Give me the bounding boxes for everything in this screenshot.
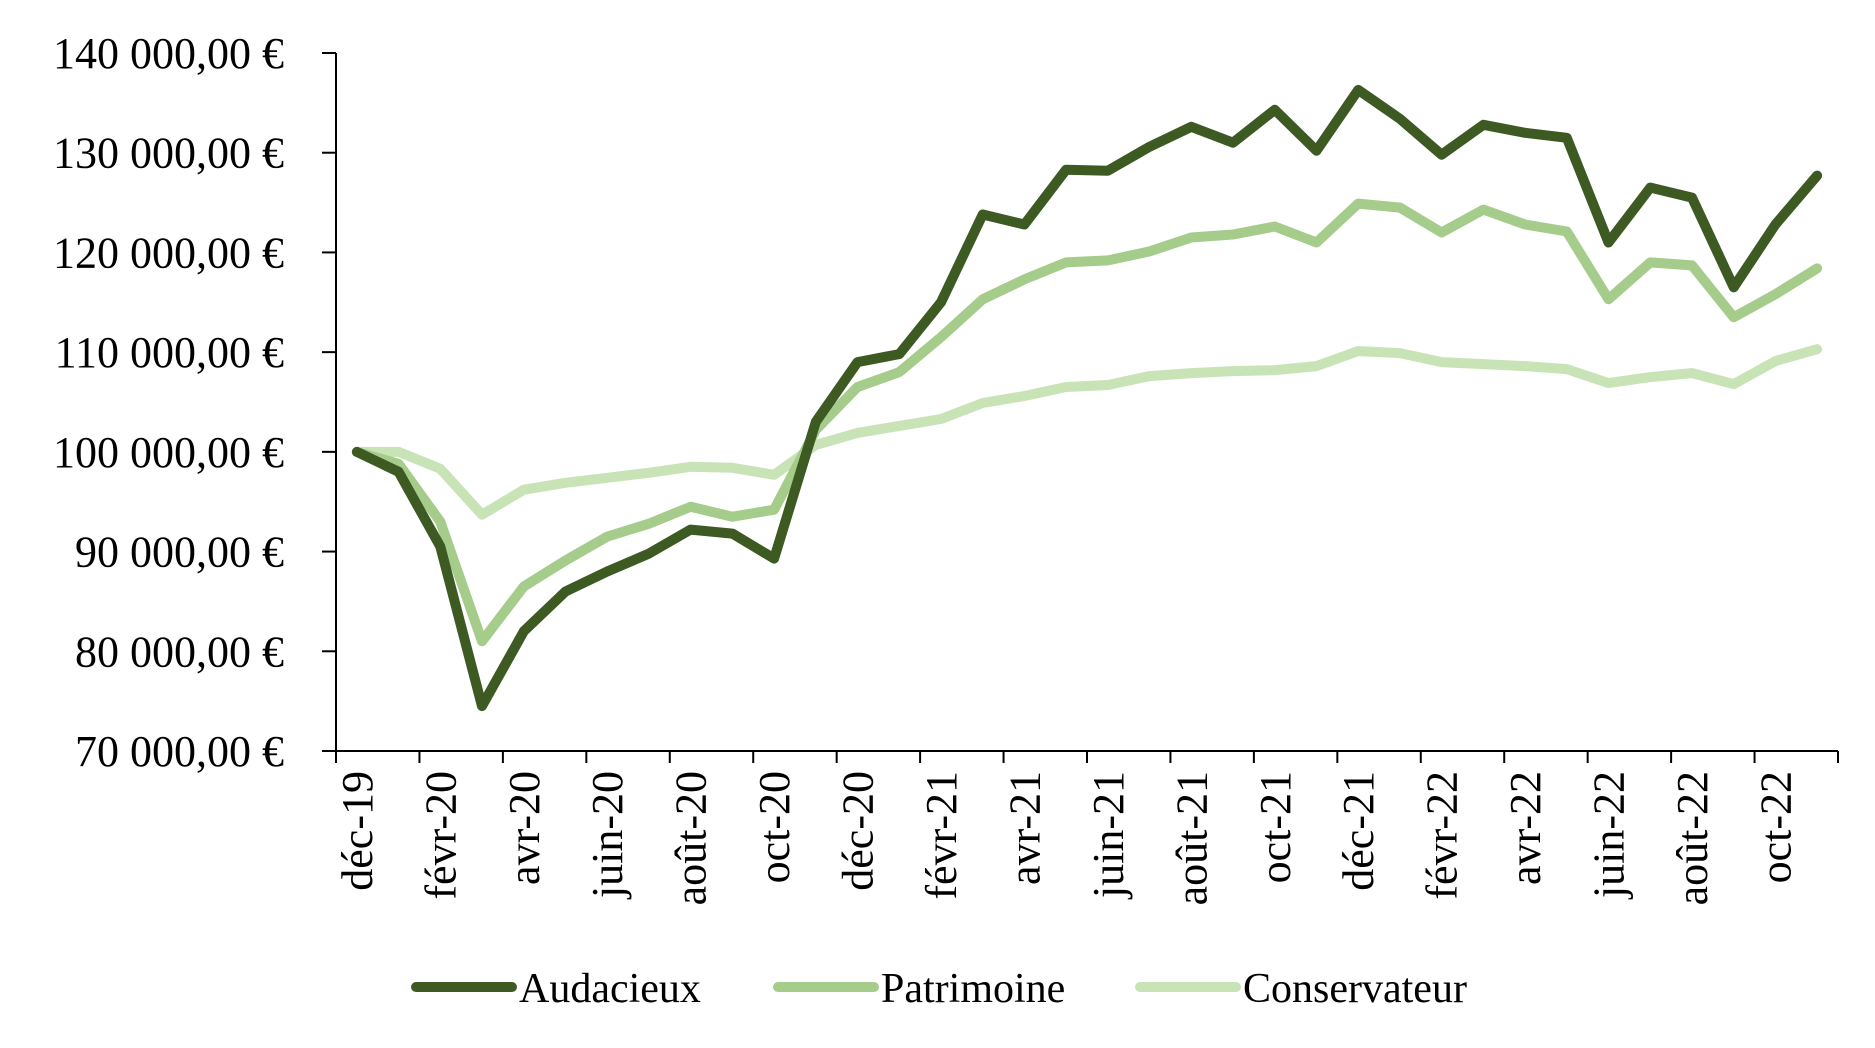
x-tick-label: déc-20 bbox=[834, 771, 883, 891]
y-tick-label: 140 000,00 € bbox=[53, 29, 284, 78]
x-tick-label: oct-21 bbox=[1251, 771, 1300, 883]
x-tick-label: juin-20 bbox=[583, 771, 632, 900]
series-lines bbox=[351, 84, 1823, 712]
series-line-patrimoine bbox=[351, 198, 1823, 647]
x-tick-label: avr-22 bbox=[1501, 771, 1550, 885]
legend-label: Audacieux bbox=[519, 966, 701, 1012]
legend-label: Conservateur bbox=[1243, 966, 1467, 1012]
x-tick-label: févr-20 bbox=[416, 771, 465, 900]
legend-item-conservateur: Conservateur bbox=[1135, 966, 1467, 1012]
y-tick-label: 130 000,00 € bbox=[53, 129, 284, 178]
x-tick-label: févr-21 bbox=[917, 771, 966, 900]
legend-label: Patrimoine bbox=[881, 966, 1065, 1012]
series-line-audacieux bbox=[351, 84, 1823, 712]
y-tick-label: 70 000,00 € bbox=[75, 727, 284, 776]
x-tick-label: oct-22 bbox=[1751, 771, 1800, 883]
y-tick-label: 90 000,00 € bbox=[75, 528, 284, 577]
x-tick-label: août-20 bbox=[667, 771, 716, 905]
x-tick-label: avr-21 bbox=[1000, 771, 1049, 885]
series-line-conservateur bbox=[351, 344, 1823, 520]
legend-item-audacieux: Audacieux bbox=[411, 966, 701, 1012]
y-tick-label: 110 000,00 € bbox=[55, 328, 284, 377]
x-tick-label: oct-20 bbox=[750, 771, 799, 883]
y-tick-label: 120 000,00 € bbox=[53, 228, 284, 277]
legend: Audacieux Patrimoine Conservateur bbox=[411, 966, 1467, 1012]
x-tick-label: avr-20 bbox=[500, 771, 549, 885]
y-tick-label: 100 000,00 € bbox=[53, 428, 284, 477]
x-tick-label: déc-19 bbox=[333, 771, 382, 891]
x-tick-label: déc-21 bbox=[1334, 771, 1383, 891]
y-axis: 140 000,00 € 130 000,00 € 120 000,00 € 110 … bbox=[53, 29, 337, 776]
x-tick-label: juin-21 bbox=[1084, 771, 1133, 900]
legend-item-patrimoine: Patrimoine bbox=[773, 966, 1065, 1012]
x-tick-label: juin-22 bbox=[1585, 771, 1634, 900]
x-tick-label: août-22 bbox=[1668, 771, 1717, 905]
x-tick-label: août-21 bbox=[1167, 771, 1216, 905]
x-tick-label: févr-22 bbox=[1418, 771, 1467, 900]
x-axis: déc-19 févr-20 avr-20 juin-20 août-20 oct-20 d… bbox=[333, 750, 1839, 905]
y-tick-label: 80 000,00 € bbox=[75, 627, 284, 676]
